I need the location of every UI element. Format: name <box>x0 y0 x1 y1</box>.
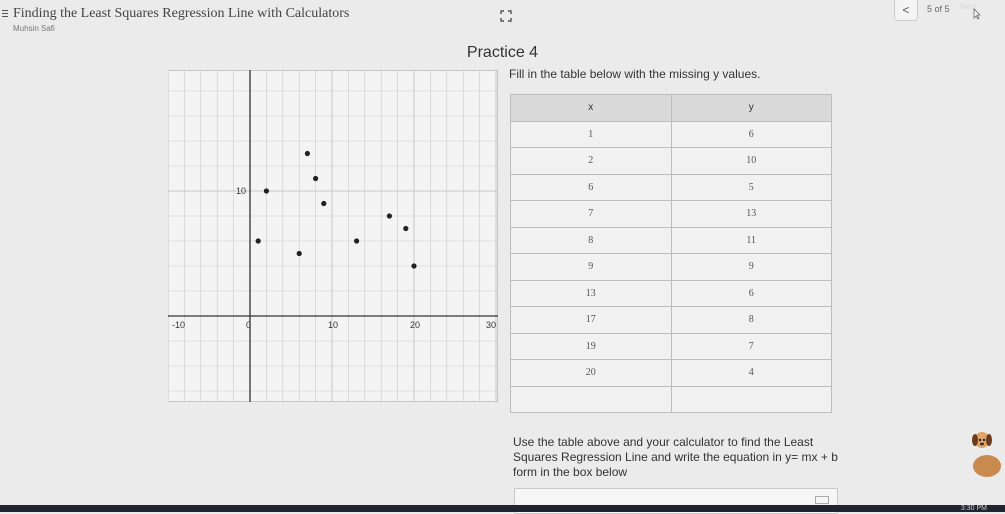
y-cell[interactable]: 6 <box>670 120 832 148</box>
author-name: Muhsin Safi <box>13 24 55 33</box>
y-cell[interactable]: 9 <box>670 253 832 281</box>
data-point <box>403 225 409 232</box>
page-counter: 5 of 5 <box>927 4 950 14</box>
course-title: Finding the Least Squares Regression Lin… <box>13 6 350 21</box>
y-cell[interactable]: 10 <box>670 147 832 175</box>
x-cell: 6 <box>510 173 672 201</box>
scatter-plot-graph: -10 0 10 20 30 10 <box>168 70 498 402</box>
y-cell[interactable]: 4 <box>670 359 832 387</box>
x-cell: 9 <box>510 253 672 281</box>
x-cell: 1 <box>510 120 672 148</box>
y-cell[interactable]: 5 <box>670 173 832 201</box>
table-row <box>510 385 832 413</box>
top-bar: Finding the Least Squares Regression Lin… <box>0 0 1005 40</box>
column-header-x: x <box>510 94 672 122</box>
x-tick-label: 20 <box>410 320 420 330</box>
graph-background <box>168 70 498 402</box>
data-point <box>255 238 261 244</box>
x-cell: 19 <box>510 332 672 360</box>
y-cell[interactable]: 11 <box>670 226 832 254</box>
table-row: 8 11 <box>510 226 832 254</box>
mouse-cursor-icon <box>973 8 981 20</box>
column-header-y: y <box>670 94 832 122</box>
table-row: 17 8 <box>510 306 832 334</box>
data-point <box>304 150 310 157</box>
data-point <box>354 238 360 244</box>
x-cell <box>510 385 672 413</box>
taskbar: 3:30 PM <box>0 505 1005 512</box>
y-cell[interactable]: 7 <box>670 332 832 360</box>
table-row: 2 10 <box>510 147 832 175</box>
menu-icon[interactable] <box>2 10 8 18</box>
y-tick-label: 10 <box>236 186 246 196</box>
x-cell: 13 <box>510 279 672 307</box>
y-cell[interactable]: 8 <box>670 306 832 334</box>
keyboard-icon[interactable] <box>815 496 829 504</box>
instructions-text: Fill in the table below with the missing… <box>509 67 761 81</box>
table-header-row: x y <box>510 94 832 122</box>
x-tick-label: -10 <box>172 320 185 330</box>
table-row: 7 13 <box>510 200 832 228</box>
data-point <box>313 175 319 182</box>
next-page-button[interactable]: Next <box>960 2 977 11</box>
x-cell: 17 <box>510 306 672 334</box>
y-cell[interactable]: 13 <box>670 200 832 228</box>
table-row: 20 4 <box>510 359 832 387</box>
x-cell: 7 <box>510 200 672 228</box>
x-cell: 2 <box>510 147 672 175</box>
y-cell[interactable] <box>670 385 832 413</box>
table-row: 19 7 <box>510 332 832 360</box>
x-tick-label: 30 <box>486 320 496 330</box>
data-point <box>411 263 417 269</box>
taskbar-clock: 3:30 PM <box>960 505 987 512</box>
table-row: 13 6 <box>510 279 832 307</box>
x-tick-label: 0 <box>246 320 251 330</box>
practice-title: Practice 4 <box>466 44 539 61</box>
fullscreen-icon[interactable] <box>500 10 512 22</box>
data-point <box>296 250 302 257</box>
data-point <box>263 188 269 194</box>
x-cell: 20 <box>510 359 672 387</box>
x-cell: 8 <box>510 226 672 254</box>
dog-avatar-icon <box>972 432 1001 477</box>
x-tick-label: 10 <box>328 320 338 330</box>
data-point <box>386 213 392 219</box>
previous-page-button[interactable]: < <box>894 0 918 21</box>
question-text: Use the table above and your calculator … <box>513 435 838 479</box>
data-point <box>321 200 327 207</box>
y-cell[interactable]: 6 <box>670 279 832 307</box>
